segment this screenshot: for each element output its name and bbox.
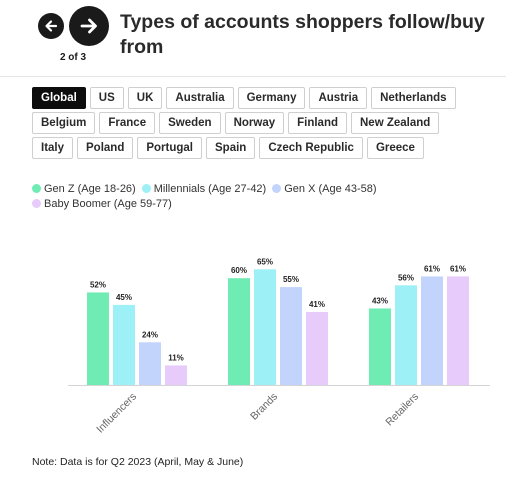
bar: [228, 278, 250, 385]
tab-spain[interactable]: Spain: [206, 137, 256, 159]
country-tabs: Global US UK Australia Germany Austria Netherl…: [32, 87, 492, 162]
arrow-right-icon: [80, 18, 97, 34]
category-label: Retailers: [383, 391, 421, 429]
tab-global[interactable]: Global: [32, 87, 86, 109]
tab-germany[interactable]: Germany: [237, 87, 306, 109]
bar-value-label: 61%: [424, 264, 440, 273]
bar-value-label: 60%: [231, 266, 247, 275]
previous-button[interactable]: [38, 13, 64, 39]
legend-label: Millennials (Age 27-42): [153, 182, 267, 195]
tab-row: Belgium France Sweden Norway Finland New Zeal…: [32, 112, 492, 134]
tab-finland[interactable]: Finland: [288, 112, 347, 134]
bar: [369, 308, 391, 385]
bar: [395, 285, 417, 385]
bar-value-label: 24%: [142, 330, 158, 339]
bar: [306, 312, 328, 385]
bar: [280, 287, 302, 385]
bar-value-label: 61%: [450, 264, 466, 273]
legend-row: Baby Boomer (Age 59-77): [32, 196, 472, 211]
legend-row: Gen Z (Age 18-26) Millennials (Age 27-42)…: [32, 181, 472, 196]
bar-chart: 52% 45% 24% 11% Influencers 60% 65% 55% 41% Brand…: [68, 257, 490, 436]
tab-row: Italy Poland Portugal Spain Czech Republic Gr…: [32, 137, 492, 159]
category-label: Influencers: [94, 391, 139, 436]
tab-france[interactable]: France: [99, 112, 156, 134]
tab-poland[interactable]: Poland: [77, 137, 134, 159]
tab-row: Global US UK Australia Germany Austria Netherl…: [32, 87, 492, 109]
tab-netherlands[interactable]: Netherlands: [371, 87, 456, 109]
tab-belgium[interactable]: Belgium: [32, 112, 96, 134]
legend-swatch: [272, 184, 282, 193]
legend-swatch: [141, 184, 151, 193]
tab-greece[interactable]: Greece: [366, 137, 424, 159]
next-button[interactable]: [69, 6, 109, 46]
legend-label: Gen Z (Age 18-26): [44, 182, 136, 195]
tab-uk[interactable]: UK: [127, 87, 163, 109]
legend-label: Baby Boomer (Age 59-77): [44, 197, 172, 210]
legend-item: Millennials (Age 27-42): [141, 182, 267, 195]
legend-item: Gen Z (Age 18-26): [32, 183, 136, 195]
bar-value-label: 45%: [116, 293, 132, 302]
bar: [87, 292, 109, 385]
tab-new-zealand[interactable]: New Zealand: [351, 112, 440, 134]
bar: [165, 365, 187, 385]
tab-australia[interactable]: Australia: [166, 87, 234, 109]
bar-value-label: 11%: [168, 353, 184, 362]
bar: [254, 269, 276, 385]
tab-austria[interactable]: Austria: [309, 87, 368, 109]
legend-swatch: [32, 199, 41, 208]
legend-label: Gen X (Age 43-58): [284, 182, 377, 195]
chart-legend: Gen Z (Age 18-26) Millennials (Age 27-42)…: [32, 181, 472, 211]
tab-us[interactable]: US: [89, 87, 124, 109]
legend-item: Baby Boomer (Age 59-77): [32, 198, 172, 210]
bar-value-label: 52%: [90, 280, 106, 289]
arrow-left-icon: [45, 20, 58, 32]
bar-value-label: 65%: [257, 257, 273, 266]
bar: [421, 276, 443, 385]
bar: [139, 342, 161, 385]
tab-czech-republic[interactable]: Czech Republic: [259, 137, 363, 159]
bar: [113, 304, 135, 385]
tab-norway[interactable]: Norway: [224, 112, 285, 134]
tab-sweden[interactable]: Sweden: [159, 112, 221, 134]
footnote: Note: Data is for Q2 2023 (April, May & …: [32, 456, 244, 468]
bar-value-label: 41%: [309, 300, 325, 309]
bar-value-label: 43%: [372, 296, 388, 305]
legend-swatch: [32, 184, 41, 193]
bar-value-label: 55%: [283, 275, 299, 284]
divider: [0, 76, 506, 77]
bar-value-label: 56%: [398, 273, 414, 282]
page-count: 2 of 3: [59, 52, 87, 63]
bar: [447, 276, 469, 385]
category-label: Brands: [248, 391, 280, 423]
page-title: Types of accounts shoppers follow/buy fr…: [120, 11, 485, 58]
legend-item: Gen X (Age 43-58): [272, 182, 377, 195]
tab-portugal[interactable]: Portugal: [137, 137, 202, 159]
tab-italy[interactable]: Italy: [32, 137, 74, 159]
